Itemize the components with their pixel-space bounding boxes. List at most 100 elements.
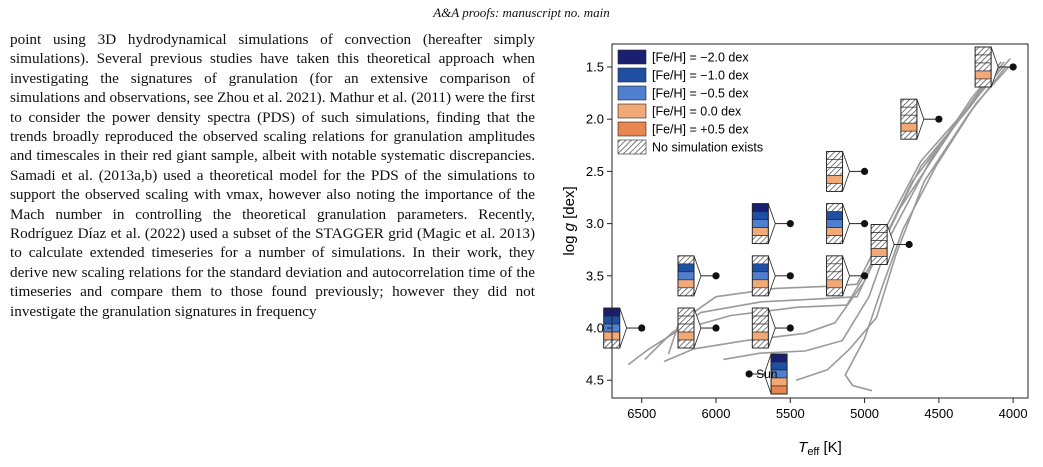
x-tick-label: 5000 <box>850 406 879 421</box>
grid-point <box>638 324 646 332</box>
metallicity-cell <box>751 211 769 220</box>
marker-box <box>770 353 788 395</box>
legend-swatch <box>617 139 647 155</box>
grid-point <box>786 272 794 280</box>
simulation-marker <box>870 224 913 265</box>
metallicity-cell <box>900 122 918 132</box>
marker-pointer <box>767 255 776 296</box>
metallicity-cell <box>751 279 769 289</box>
metallicity-cell <box>870 224 888 233</box>
metallicity-cell <box>677 287 695 297</box>
simulation-marker <box>900 98 943 140</box>
metallicity-cell <box>826 175 843 184</box>
grid-point <box>786 324 794 332</box>
marker-pointer <box>916 99 925 140</box>
metallicity-cell <box>751 263 769 273</box>
legend-entry: No simulation exists <box>652 141 763 155</box>
metallicity-cell <box>900 106 918 116</box>
metallicity-cell <box>677 279 695 289</box>
metallicity-cell <box>826 159 843 168</box>
grid-point <box>1009 63 1017 71</box>
running-header: A&A proofs: manuscript no. main <box>433 5 610 20</box>
metallicity-cell <box>826 219 843 228</box>
metallicity-cell <box>826 227 843 236</box>
track-line <box>663 71 993 363</box>
marker-box <box>826 255 844 297</box>
metallicity-cell <box>826 151 843 160</box>
simulation-marker: Sun <box>745 353 788 395</box>
metallicity-cell <box>677 271 695 281</box>
marker-pointer <box>842 151 850 192</box>
grid-point <box>905 240 913 249</box>
simulation-marker <box>751 307 794 349</box>
metallicity-cell <box>677 315 695 325</box>
metallicity-cell <box>974 78 992 88</box>
x-tick-label: 6000 <box>702 406 731 421</box>
marker-pointer <box>619 307 628 349</box>
metallicity-cell <box>826 287 843 297</box>
metallicity-cell <box>770 385 788 395</box>
metallicity-cell <box>974 46 992 56</box>
marker-box <box>751 203 769 245</box>
marker-pointer <box>767 203 776 244</box>
metallicity-cell <box>751 331 769 341</box>
track-line <box>844 66 1010 392</box>
marker-pointer <box>693 255 702 296</box>
legend-entry: [Fe/H] = +0.5 dex <box>652 123 749 137</box>
legend-swatch <box>617 103 647 119</box>
metallicity-cell <box>751 227 769 236</box>
metallicity-cell <box>870 248 888 257</box>
grid-point <box>860 220 869 228</box>
y-tick-label: 2.5 <box>586 164 604 179</box>
x-axis-ticks: 6500 6000 5500 5000 4500 4000 <box>627 398 1028 421</box>
simulation-marker <box>751 255 794 297</box>
y-axis-ticks: 1.5 2.0 2.5 3.0 3.5 4.0 4.5 <box>586 59 612 388</box>
grid-point <box>860 272 869 280</box>
metallicity-cell <box>751 287 769 297</box>
metallicity-cell <box>677 339 695 349</box>
marker-box <box>900 98 918 140</box>
y-tick-label: 3.5 <box>586 268 604 283</box>
metallicity-cell <box>826 279 843 289</box>
metallicity-cell <box>751 255 769 265</box>
hr-diagram-figure: Sun 6500 6000 5500 5000 4500 4000 1.5 2.0 2.5 3.… <box>561 43 1029 458</box>
metallicity-cell <box>974 62 992 72</box>
marker-box <box>677 255 695 297</box>
legend-entry: [Fe/H] = −2.0 dex <box>652 51 749 65</box>
metallicity-cell <box>677 263 695 273</box>
legend-swatch <box>617 49 647 65</box>
y-tick-label: 1.5 <box>586 59 604 74</box>
metallicity-cell <box>826 235 843 244</box>
metallicity-cell <box>974 54 992 64</box>
simulation-marker <box>826 150 869 192</box>
simulation-marker <box>751 203 794 245</box>
legend: [Fe/H] = −2.0 dex [Fe/H] = −1.0 dex [Fe/H]… <box>617 49 763 155</box>
marker-box <box>974 46 992 88</box>
legend-entry: [Fe/H] = −1.0 dex <box>652 69 749 83</box>
metallicity-cell <box>826 167 843 176</box>
plot-frame <box>611 43 1029 399</box>
metallicity-cell <box>900 98 918 108</box>
marker-pointer <box>842 203 850 244</box>
metallicity-cell <box>677 255 695 265</box>
metallicity-cell <box>900 130 918 140</box>
marker-box <box>751 255 769 297</box>
metallicity-cell <box>677 307 695 317</box>
marker-box <box>677 307 695 349</box>
metallicity-cell <box>751 315 769 325</box>
legend-swatch <box>617 67 647 83</box>
x-axis-label: Teff [K] <box>798 439 842 458</box>
metallicity-cell <box>870 232 888 241</box>
simulation-marker <box>974 46 1017 88</box>
body-text-column: point using 3D hydrodynamical simulation… <box>10 30 535 321</box>
metallicity-cell <box>751 271 769 281</box>
metallicity-cell <box>751 339 769 349</box>
metallicity-cell <box>677 323 695 333</box>
legend-swatch <box>617 121 647 137</box>
legend-swatch <box>617 85 647 101</box>
metallicity-cell <box>870 256 888 265</box>
simulation-markers: Sun <box>603 46 1017 395</box>
grid-point <box>860 167 869 175</box>
marker-box <box>826 150 844 192</box>
y-axis-label: log g [dex] <box>561 186 578 255</box>
